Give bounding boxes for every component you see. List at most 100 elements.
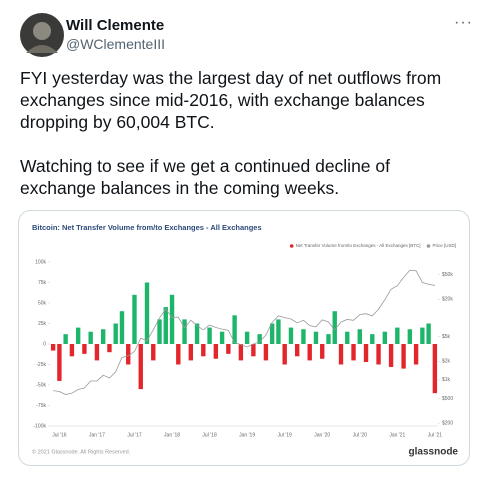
tick-label: $1k bbox=[442, 377, 451, 383]
author-name[interactable]: Will Clemente bbox=[66, 17, 165, 34]
bar bbox=[238, 344, 244, 361]
bar bbox=[201, 344, 206, 357]
more-button[interactable]: ··· bbox=[454, 14, 473, 31]
bar bbox=[338, 344, 344, 365]
bar bbox=[63, 334, 68, 344]
x-tick-label: Jul '18 bbox=[202, 432, 217, 438]
brand: glassnode bbox=[409, 447, 459, 458]
bar bbox=[326, 334, 331, 344]
tweet-line: FYI yesterday was the largest day of net… bbox=[20, 68, 442, 88]
x-tick-label: Jan '17 bbox=[89, 432, 105, 438]
bar bbox=[207, 327, 212, 344]
bar bbox=[151, 344, 156, 361]
tweet-line: exchanges since mid-2016, with exchange … bbox=[20, 90, 425, 110]
bar bbox=[413, 344, 419, 365]
bar bbox=[251, 344, 256, 357]
bar bbox=[50, 344, 56, 351]
tick-label: 0 bbox=[43, 341, 46, 347]
bar bbox=[126, 344, 131, 365]
bar bbox=[276, 319, 281, 344]
bar bbox=[57, 344, 62, 381]
bar bbox=[244, 331, 250, 344]
bar bbox=[88, 331, 93, 344]
tick-label: 25k bbox=[38, 321, 47, 327]
bar bbox=[301, 329, 306, 344]
legend-label: Net Transfer Volume from/to Exchanges - … bbox=[296, 243, 421, 248]
x-tick-label: Jan '18 bbox=[164, 432, 180, 438]
tick-label: $5k bbox=[442, 334, 451, 340]
bar bbox=[113, 323, 118, 344]
bar bbox=[257, 334, 262, 344]
bar bbox=[82, 344, 87, 354]
chart: Bitcoin: Net Transfer Volume from/to Exc… bbox=[18, 210, 470, 466]
bar bbox=[119, 311, 125, 344]
bar bbox=[388, 344, 394, 367]
bar bbox=[382, 331, 387, 344]
bar bbox=[157, 319, 162, 344]
tick-label: -75k bbox=[36, 403, 46, 409]
bar bbox=[370, 334, 375, 344]
x-tick-label: Jul '21 bbox=[428, 432, 443, 438]
bar bbox=[407, 329, 413, 344]
bar bbox=[226, 344, 231, 354]
tweet-line: Watching to see if we get a continued de… bbox=[20, 156, 390, 176]
bar bbox=[432, 344, 438, 394]
bar bbox=[282, 344, 287, 365]
bar bbox=[163, 307, 168, 344]
x-tick-label: Jan '21 bbox=[389, 432, 405, 438]
x-tick-label: Jul '17 bbox=[127, 432, 142, 438]
x-tick-label: Jul '16 bbox=[52, 432, 67, 438]
x-tick-label: Jul '19 bbox=[278, 432, 293, 438]
x-tick-label: Jan '19 bbox=[239, 432, 255, 438]
price-line bbox=[53, 269, 435, 395]
bar bbox=[420, 327, 425, 344]
bar bbox=[288, 327, 294, 344]
bar bbox=[232, 315, 237, 344]
tick-label: -100k bbox=[33, 423, 46, 429]
tick-label: 100k bbox=[35, 259, 46, 265]
bar bbox=[69, 344, 75, 357]
bar bbox=[426, 323, 431, 344]
bar bbox=[376, 344, 381, 365]
legend-swatch bbox=[426, 244, 431, 248]
bar bbox=[307, 344, 312, 361]
bar bbox=[351, 344, 356, 361]
x-tick-label: Jul '20 bbox=[353, 432, 368, 438]
bar bbox=[132, 294, 137, 344]
bar bbox=[320, 344, 325, 359]
bar bbox=[176, 344, 181, 365]
tweet-line: exchange balances in the coming weeks. bbox=[20, 178, 340, 198]
bar bbox=[169, 294, 175, 344]
tick-label: -25k bbox=[36, 362, 46, 368]
tick-label: $500 bbox=[442, 396, 453, 402]
bar bbox=[332, 311, 337, 344]
bar bbox=[263, 344, 269, 361]
author-handle[interactable]: @WClementeIII bbox=[66, 36, 166, 52]
tweet-line: dropping by 60,004 BTC. bbox=[20, 112, 215, 132]
bar bbox=[213, 344, 219, 359]
bar bbox=[75, 327, 81, 344]
bar bbox=[101, 329, 106, 344]
bar bbox=[219, 331, 225, 344]
chart-title: Bitcoin: Net Transfer Volume from/to Exc… bbox=[32, 223, 262, 232]
bar bbox=[94, 344, 100, 361]
bar bbox=[313, 331, 319, 344]
bar bbox=[401, 344, 406, 369]
bar bbox=[357, 329, 362, 344]
card-border bbox=[18, 210, 470, 466]
bar bbox=[269, 323, 275, 344]
tick-label: $20k bbox=[442, 297, 453, 303]
bar bbox=[194, 323, 200, 344]
footer: © 2021 Glassnode. All Rights Reserved. bbox=[32, 448, 131, 455]
legend-label: Price [USD] bbox=[432, 243, 456, 248]
tick-label: -50k bbox=[36, 382, 46, 388]
tick-label: $2k bbox=[442, 359, 451, 365]
bar bbox=[144, 282, 150, 344]
tick-label: 50k bbox=[38, 300, 47, 306]
avatar[interactable] bbox=[20, 13, 64, 57]
legend-swatch bbox=[289, 244, 294, 248]
tick-label: $50k bbox=[442, 272, 453, 278]
bar bbox=[107, 344, 112, 353]
bar bbox=[345, 331, 350, 344]
bar bbox=[363, 344, 369, 363]
